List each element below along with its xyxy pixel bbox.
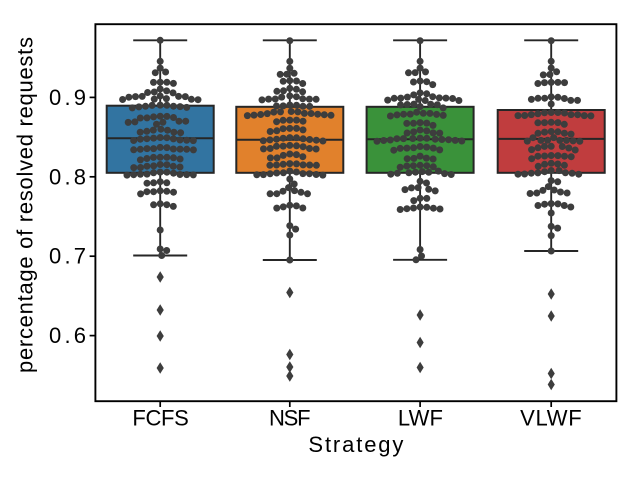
svg-text:0.9: 0.9	[49, 85, 86, 110]
svg-text:Strategy: Strategy	[308, 432, 403, 457]
svg-text:VLWF: VLWF	[520, 405, 582, 430]
svg-text:LWF: LWF	[398, 405, 443, 430]
svg-text:FCFS: FCFS	[132, 405, 189, 430]
svg-text:0.8: 0.8	[49, 164, 86, 189]
svg-text:NSF: NSF	[269, 405, 311, 430]
svg-text:0.6: 0.6	[49, 323, 86, 348]
svg-text:0.7: 0.7	[49, 244, 86, 269]
svg-text:percentage of resolved request: percentage of resolved requests	[13, 37, 38, 373]
